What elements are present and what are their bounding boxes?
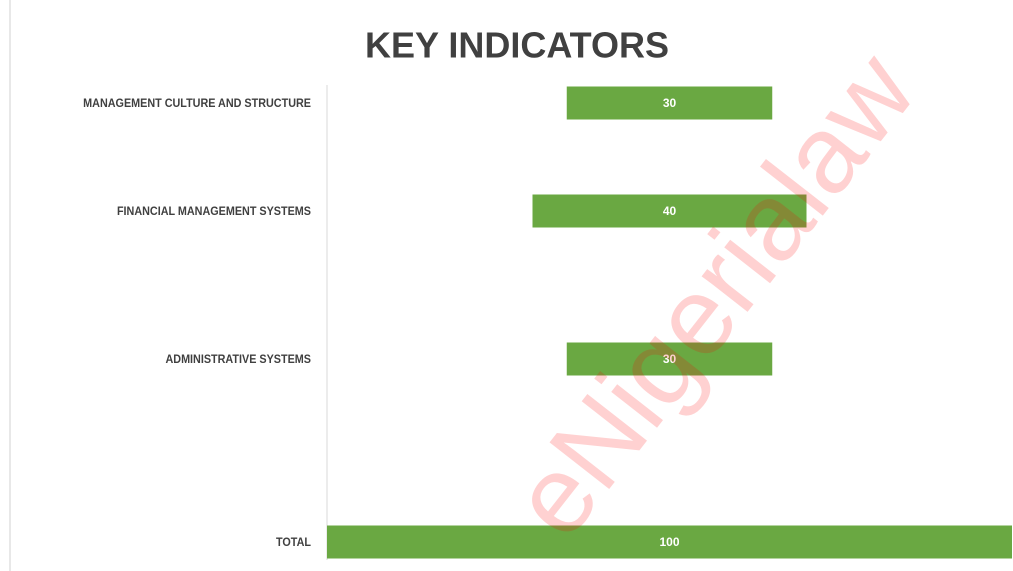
value-label: 30 [663,96,677,110]
category-label: MANAGEMENT CULTURE AND STRUCTURE [83,98,311,111]
category-label: FINANCIAL MANAGEMENT SYSTEMS [117,206,311,219]
bar [566,86,773,120]
bar [532,194,807,228]
category-label: ADMINISTRATIVE SYSTEMS [165,354,311,367]
value-label: 30 [663,352,677,366]
value-label: 100 [659,535,679,549]
bar [566,342,773,376]
chart-title: KEY INDICATORS [365,25,669,66]
bar [327,525,1012,559]
value-label: 40 [663,204,677,218]
category-label: TOTAL [276,537,311,550]
